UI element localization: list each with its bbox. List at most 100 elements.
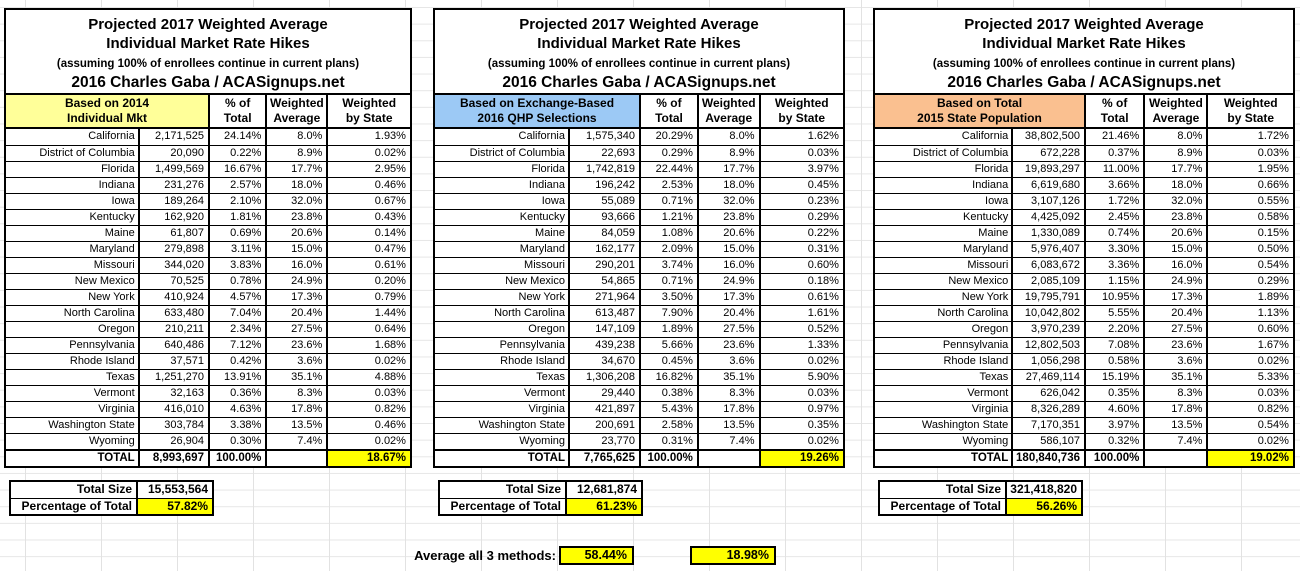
value-cell[interactable]: 421,897: [568, 402, 639, 417]
value-cell[interactable]: 0.03%: [758, 386, 843, 401]
value-cell[interactable]: 8.9%: [1143, 146, 1206, 161]
state-name-cell[interactable]: California: [518, 130, 565, 142]
value-cell[interactable]: 0.37%: [1083, 146, 1143, 161]
state-name-cell[interactable]: North Carolina: [63, 307, 135, 319]
value-cell[interactable]: 0.29%: [758, 210, 843, 225]
value-cell[interactable]: 180,840,736: [1011, 451, 1084, 466]
value-cell[interactable]: 0.03%: [1206, 146, 1293, 161]
value-cell[interactable]: 3.30%: [1083, 242, 1143, 257]
value-cell[interactable]: 8.0%: [265, 129, 326, 145]
value-cell[interactable]: 0.45%: [638, 354, 697, 369]
value-cell[interactable]: 15.0%: [265, 242, 326, 257]
value-cell[interactable]: 0.43%: [326, 210, 410, 225]
value-cell[interactable]: 0.60%: [1206, 322, 1293, 337]
weighted-by-state-header[interactable]: Weighted by State: [1206, 95, 1293, 127]
value-cell[interactable]: 1,499,569: [137, 162, 208, 177]
value-cell[interactable]: 8.0%: [1143, 129, 1206, 145]
value-cell[interactable]: 7,170,351: [1011, 418, 1084, 433]
value-cell[interactable]: 0.82%: [326, 402, 410, 417]
value-cell[interactable]: 84,059: [568, 226, 639, 241]
state-name-cell[interactable]: Washington State: [478, 419, 565, 431]
value-cell[interactable]: 2,171,525: [137, 129, 208, 145]
value-cell[interactable]: 3.6%: [265, 354, 326, 369]
value-cell[interactable]: 0.02%: [326, 354, 410, 369]
value-cell[interactable]: 0.71%: [638, 194, 697, 209]
value-cell[interactable]: 5.33%: [1206, 370, 1293, 385]
value-cell[interactable]: 1.44%: [326, 306, 410, 321]
state-name-cell[interactable]: Kentucky: [963, 211, 1009, 223]
value-cell[interactable]: 672,228: [1011, 146, 1084, 161]
value-cell[interactable]: 27.5%: [696, 322, 759, 337]
value-cell[interactable]: 1.89%: [638, 322, 697, 337]
state-name-cell[interactable]: Maine: [535, 227, 565, 239]
value-cell[interactable]: 12,802,503: [1011, 338, 1084, 353]
value-cell[interactable]: 24.9%: [696, 274, 759, 289]
value-cell[interactable]: 0.18%: [758, 274, 843, 289]
value-cell[interactable]: 147,109: [568, 322, 639, 337]
value-cell[interactable]: 20,090: [137, 146, 208, 161]
value-cell[interactable]: 2.20%: [1083, 322, 1143, 337]
value-cell[interactable]: 1.13%: [1206, 306, 1293, 321]
average-weighted-rate-hike-value[interactable]: 18.98%: [690, 546, 776, 565]
state-name-cell[interactable]: Virginia: [971, 403, 1009, 415]
value-cell[interactable]: 23,770: [568, 434, 639, 449]
state-name-cell[interactable]: Washington State: [921, 419, 1009, 431]
value-cell[interactable]: 8.3%: [696, 386, 759, 401]
value-cell[interactable]: [696, 451, 759, 466]
value-cell[interactable]: 0.15%: [1206, 226, 1293, 241]
value-cell[interactable]: 3.50%: [638, 290, 697, 305]
value-cell[interactable]: 24.14%: [207, 129, 265, 145]
state-name-cell[interactable]: Iowa: [985, 195, 1009, 207]
state-name-cell[interactable]: Missouri: [524, 259, 565, 271]
state-name-cell[interactable]: Virginia: [528, 403, 566, 415]
value-cell[interactable]: 0.02%: [1206, 434, 1293, 449]
value-cell[interactable]: 22.44%: [638, 162, 697, 177]
value-cell[interactable]: 27,469,114: [1011, 370, 1084, 385]
value-cell[interactable]: 3.66%: [1083, 178, 1143, 193]
value-cell[interactable]: 1.72%: [1206, 129, 1293, 145]
value-cell[interactable]: 0.45%: [758, 178, 843, 193]
value-cell[interactable]: 19,795,791: [1011, 290, 1084, 305]
value-cell[interactable]: 0.30%: [207, 434, 265, 449]
value-cell[interactable]: 4.57%: [207, 290, 265, 305]
state-name-cell[interactable]: Indiana: [528, 179, 565, 191]
value-cell[interactable]: 2.95%: [326, 162, 410, 177]
value-cell[interactable]: 27.5%: [265, 322, 326, 337]
value-cell[interactable]: 3.97%: [758, 162, 843, 177]
average-percentage-of-total-value[interactable]: 58.44%: [559, 546, 634, 565]
value-cell[interactable]: 1.15%: [1083, 274, 1143, 289]
value-cell[interactable]: 2.57%: [207, 178, 265, 193]
value-cell[interactable]: 18.67%: [326, 451, 410, 466]
value-cell[interactable]: 0.38%: [638, 386, 697, 401]
value-cell[interactable]: 1.67%: [1206, 338, 1293, 353]
value-cell[interactable]: 1.72%: [1083, 194, 1143, 209]
value-cell[interactable]: 5.90%: [758, 370, 843, 385]
value-cell[interactable]: 7.90%: [638, 306, 697, 321]
value-cell[interactable]: 13.5%: [696, 418, 759, 433]
value-cell[interactable]: 15.19%: [1083, 370, 1143, 385]
value-cell[interactable]: 7,765,625: [568, 451, 639, 466]
value-cell[interactable]: 100.00%: [207, 451, 265, 466]
value-cell[interactable]: 29,440: [568, 386, 639, 401]
value-cell[interactable]: 20.6%: [265, 226, 326, 241]
state-name-cell[interactable]: District of Columbia: [469, 147, 565, 159]
state-name-cell[interactable]: Wyoming: [519, 435, 565, 447]
value-cell[interactable]: 200,691: [568, 418, 639, 433]
value-cell[interactable]: 4.88%: [326, 370, 410, 385]
value-cell[interactable]: 13.91%: [207, 370, 265, 385]
value-cell[interactable]: 4.63%: [207, 402, 265, 417]
value-cell[interactable]: 2.34%: [207, 322, 265, 337]
state-name-cell[interactable]: Kentucky: [519, 211, 565, 223]
value-cell[interactable]: 0.32%: [1083, 434, 1143, 449]
value-cell[interactable]: 3,970,239: [1011, 322, 1084, 337]
value-cell[interactable]: 20.4%: [1143, 306, 1206, 321]
value-cell[interactable]: 17.3%: [1143, 290, 1206, 305]
total-label-cell[interactable]: TOTAL: [97, 452, 135, 464]
group-header-cell[interactable]: Based on Total 2015 State Population: [875, 95, 1084, 127]
state-name-cell[interactable]: Virginia: [98, 403, 135, 415]
value-cell[interactable]: 1.81%: [207, 210, 265, 225]
value-cell[interactable]: 210,211: [137, 322, 208, 337]
value-cell[interactable]: 0.22%: [207, 146, 265, 161]
value-cell[interactable]: 0.58%: [1083, 354, 1143, 369]
value-cell[interactable]: 586,107: [1011, 434, 1084, 449]
